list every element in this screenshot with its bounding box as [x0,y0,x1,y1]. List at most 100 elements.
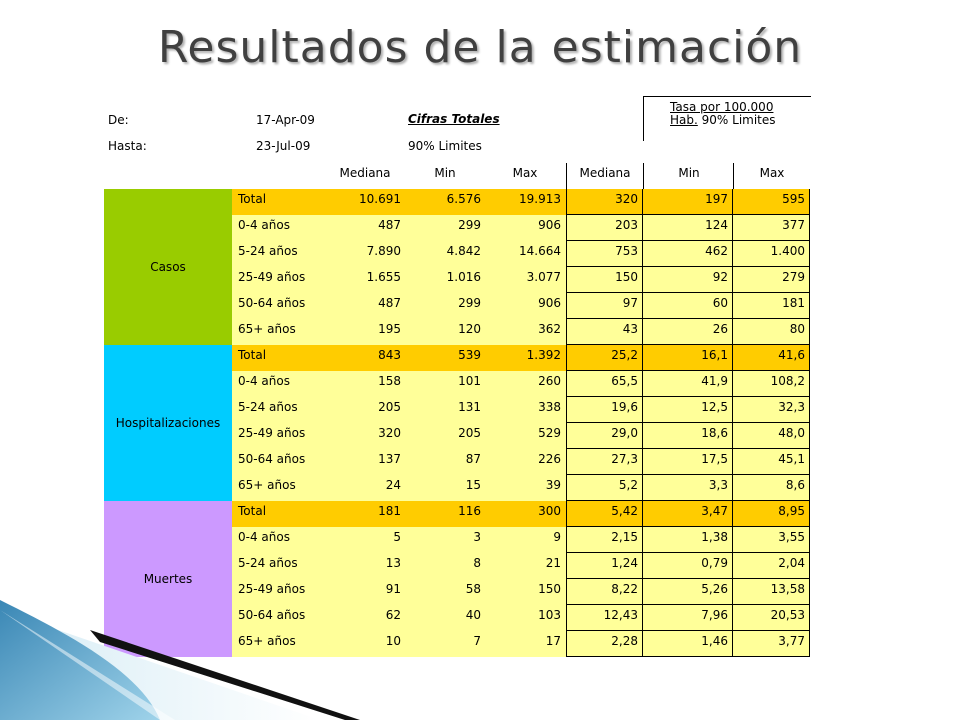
row-label: 0-4 años [238,218,290,232]
table-row: 5-24 años 13 8 21 1,24 0,79 2,04 [232,553,810,579]
value-cell: 1.655 [366,270,401,284]
value-cell: 27,3 [566,449,643,475]
row-label: 50-64 años [238,452,306,466]
table-row: 65+ años 10 7 17 2,28 1,46 3,77 [232,631,810,657]
value-cell: 13,58 [733,579,810,605]
value-cell: 203 [566,215,643,241]
value-cell: 150 [566,267,643,293]
decorative-corner-shape [0,600,360,720]
value-cell: 41,9 [643,371,733,397]
value-cell: 43 [566,319,643,345]
value-cell: 299 [458,218,481,232]
value-cell: 338 [538,400,561,414]
value-cell: 320 [566,189,643,215]
value-cell: 15 [465,478,481,492]
row-label: Total [238,504,267,518]
value-cell: 181 [733,293,810,319]
row-label: Total [238,348,267,362]
value-cell: 205 [458,426,481,440]
table-row: 0-4 años 5 3 9 2,15 1,38 3,55 [232,527,810,553]
value-cell: 3.077 [526,270,561,284]
value-cell: 906 [538,218,561,232]
group-label-casos: Casos [104,189,232,345]
value-cell: 181 [378,504,401,518]
value-cell: 16,1 [643,345,733,371]
value-cell: 300 [538,504,561,518]
value-cell: 120 [458,322,481,336]
col-header-tasa-max: Max [759,166,785,180]
value-cell: 137 [378,452,401,466]
de-value: 17-Apr-09 [256,113,315,127]
table-row: 65+ años 24 15 39 5,2 3,3 8,6 [232,475,810,501]
value-cell: 5,26 [643,579,733,605]
value-cell: 9 [553,530,561,544]
value-cell: 101 [458,374,481,388]
table-row: 50-64 años 137 87 226 27,3 17,5 45,1 [232,449,810,475]
value-cell: 14.664 [519,244,561,258]
value-cell: 462 [643,241,733,267]
value-cell: 25,2 [566,345,643,371]
value-cell: 26 [643,319,733,345]
value-cell: 3,3 [643,475,733,501]
group-label-hospitalizaciones: Hospitalizaciones [104,345,232,501]
value-cell: 753 [566,241,643,267]
tasa-line2: Hab. 90% Limites [670,113,776,127]
col-header-min: Min [434,166,456,180]
value-cell: 487 [378,296,401,310]
value-cell: 92 [643,267,733,293]
value-cell: 19,6 [566,397,643,423]
table-row: 5-24 años 7.890 4.842 14.664 753 462 1.400 [232,241,810,267]
table-row: 50-64 años 487 299 906 97 60 181 [232,293,810,319]
value-cell: 0,79 [643,553,733,579]
value-cell: 91 [385,582,401,596]
value-cell: 1.392 [526,348,561,362]
value-cell: 12,5 [643,397,733,423]
value-cell: 8 [473,556,481,570]
value-cell: 205 [378,400,401,414]
col-header-mediana: Mediana [339,166,391,180]
value-cell: 65,5 [566,371,643,397]
value-cell: 12,43 [566,605,643,631]
value-cell: 1.016 [446,270,481,284]
value-cell: 1,24 [566,553,643,579]
value-cell: 45,1 [733,449,810,475]
table-row: 0-4 años 487 299 906 203 124 377 [232,215,810,241]
value-cell: 843 [378,348,401,362]
value-cell: 17,5 [643,449,733,475]
value-cell: 62 [385,608,401,622]
value-cell: 5 [393,530,401,544]
col-header-max: Max [512,166,538,180]
col-header-tasa-min: Min [678,166,700,180]
value-cell: 2,04 [733,553,810,579]
group-label-muertes: Muertes [104,501,232,657]
tasa-limites: 90% Limites [701,113,776,127]
table-row: 25-49 años 91 58 150 8,22 5,26 13,58 [232,579,810,605]
value-cell: 226 [538,452,561,466]
value-cell: 7.890 [366,244,401,258]
value-cell: 97 [566,293,643,319]
table-row: 5-24 años 205 131 338 19,6 12,5 32,3 [232,397,810,423]
value-cell: 197 [643,189,733,215]
value-cell: 6.576 [446,192,481,206]
value-cell: 80 [733,319,810,345]
table-total-row: Total 843 539 1.392 25,2 16,1 41,6 [232,345,810,371]
value-cell: 40 [465,608,481,622]
value-cell: 279 [733,267,810,293]
value-cell: 41,6 [733,345,810,371]
value-cell: 3,77 [733,631,810,657]
table-row: 0-4 años 158 101 260 65,5 41,9 108,2 [232,371,810,397]
value-cell: 103 [538,608,561,622]
tasa-hab: Hab. [670,113,698,127]
table-total-row: Total 10.691 6.576 19.913 320 197 595 [232,189,810,215]
tasa-header-box: Tasa por 100.000 Hab. 90% Limites [643,96,811,141]
hasta-label: Hasta: [108,139,147,153]
value-cell: 10 [385,634,401,648]
value-cell: 24 [385,478,401,492]
value-cell: 2,15 [566,527,643,553]
value-cell: 7,96 [643,605,733,631]
table-total-row: Total 181 116 300 5,42 3,47 8,95 [232,501,810,527]
value-cell: 1,38 [643,527,733,553]
value-cell: 21 [545,556,561,570]
value-cell: 39 [545,478,561,492]
row-label: 0-4 años [238,374,290,388]
